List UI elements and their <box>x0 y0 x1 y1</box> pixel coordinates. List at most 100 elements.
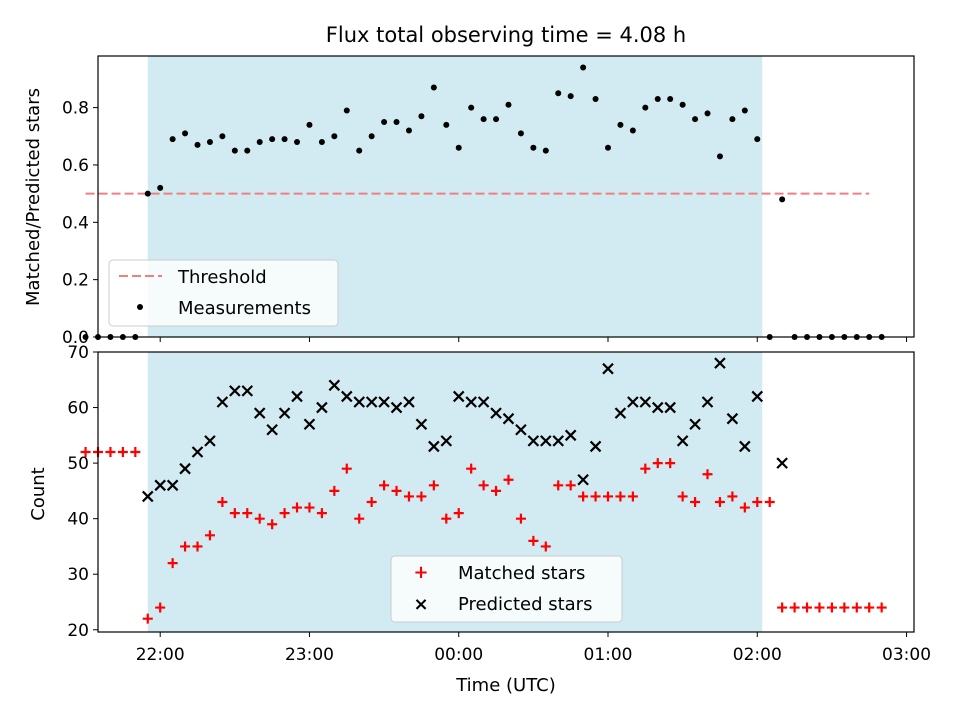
predicted-star-point <box>303 418 316 430</box>
predicted-star-point <box>751 390 764 403</box>
measurement-point <box>244 147 251 154</box>
measurement-point <box>692 116 699 123</box>
measurement-point <box>493 116 500 123</box>
predicted-star-point <box>291 390 303 403</box>
measurement-point <box>405 127 412 134</box>
predicted-star-point <box>614 407 627 419</box>
measurement-point <box>331 133 338 140</box>
predicted-star-point <box>452 390 465 403</box>
measurement-point <box>517 130 524 137</box>
matched-star-point <box>540 541 551 552</box>
measurement-point <box>256 139 263 146</box>
predicted-star-point <box>328 379 341 392</box>
measurement-point <box>580 64 587 71</box>
measurement-point <box>704 110 711 117</box>
matched-star-point <box>267 519 278 530</box>
matched-star-point <box>379 480 390 491</box>
predicted-star-point <box>477 396 490 408</box>
matched-star-point <box>329 485 340 496</box>
legend-matched-label: Matched stars <box>458 563 585 584</box>
predicted-star-point <box>266 424 278 436</box>
matched-stars-points <box>80 447 887 624</box>
matched-star-point <box>229 508 240 519</box>
predicted-star-point <box>415 418 428 430</box>
x-tick-label: 03:00 <box>882 645 931 665</box>
measurement-point <box>567 93 574 100</box>
matched-star-point <box>204 530 215 541</box>
measurement-point <box>617 121 624 128</box>
predicted-star-point <box>204 435 216 447</box>
predicted-star-point <box>515 424 527 436</box>
matched-star-point <box>565 480 576 491</box>
measurement-point <box>144 190 151 197</box>
matched-star-point <box>640 463 651 474</box>
x-tick-label: 00:00 <box>434 645 483 665</box>
matched-star-point <box>354 513 365 524</box>
x-tick-label: 23:00 <box>285 645 334 665</box>
y-tick-label: 0.0 <box>62 328 89 348</box>
top-axes: 0.0 0.2 0.4 0.6 0.8 <box>62 99 908 348</box>
predicted-star-point <box>527 435 540 447</box>
matched-star-point <box>851 602 862 613</box>
measurement-point <box>182 130 189 137</box>
predicted-star-point <box>664 401 676 414</box>
matched-star-point <box>615 491 626 502</box>
matched-star-point <box>603 491 613 502</box>
measurement-point <box>269 136 276 143</box>
matched-star-point <box>553 480 564 491</box>
predicted-star-point <box>714 357 726 369</box>
measurement-point <box>318 139 325 146</box>
measurement-point <box>555 90 562 97</box>
legend-matched-swatch: + <box>413 562 428 583</box>
matched-star-point <box>702 469 713 480</box>
matched-star-point <box>752 497 763 507</box>
predicted-star-point <box>141 490 154 503</box>
matched-star-point <box>764 497 775 507</box>
measurement-point <box>368 133 375 140</box>
matched-star-point <box>590 491 601 502</box>
predicted-star-point <box>739 440 751 453</box>
y-tick-label: 0.6 <box>62 156 89 176</box>
matched-star-point <box>478 480 489 491</box>
y-tick-label: 60 <box>67 399 89 419</box>
y-tick-label: 30 <box>67 565 89 585</box>
matched-star-point <box>826 602 837 613</box>
matched-star-point <box>180 541 191 552</box>
matched-star-point <box>167 558 178 569</box>
measurement-point <box>343 107 350 114</box>
measurement-point <box>667 96 674 103</box>
matched-star-point <box>839 602 850 613</box>
predicted-star-point <box>651 401 664 414</box>
top-measurements <box>82 64 885 340</box>
matched-star-point <box>80 447 91 457</box>
matched-star-point <box>802 602 813 613</box>
matched-star-point <box>515 513 526 524</box>
predicted-star-point <box>540 435 552 447</box>
measurement-point <box>741 107 748 114</box>
bottom-panel: 20 30 40 50 60 70 22:00 23:00 00:00 01:00 02:00 03:… <box>28 343 931 696</box>
matched-star-point <box>391 485 402 496</box>
matched-star-point <box>677 491 688 502</box>
predicted-star-point <box>701 396 714 408</box>
matched-star-point <box>105 447 116 457</box>
bottom-ylabel: Count <box>28 467 49 520</box>
measurement-point <box>294 139 301 146</box>
matched-star-point <box>739 502 750 513</box>
matched-star-point <box>777 602 788 613</box>
predicted-star-point <box>627 396 639 408</box>
measurement-point <box>356 147 363 154</box>
measurement-point <box>219 133 226 140</box>
predicted-star-point <box>353 396 365 408</box>
measurement-point <box>468 104 475 111</box>
y-tick-label: 0.4 <box>62 213 89 233</box>
measurement-point <box>381 118 388 125</box>
predicted-star-point <box>341 390 353 403</box>
measurement-point <box>629 127 636 134</box>
measurement-point <box>530 144 537 151</box>
chart-title: Flux total observing time = 4.08 h <box>326 23 686 47</box>
predicted-star-point <box>403 396 415 408</box>
measurement-point <box>729 116 736 123</box>
matched-star-point <box>242 508 253 519</box>
matched-star-point <box>316 508 327 519</box>
